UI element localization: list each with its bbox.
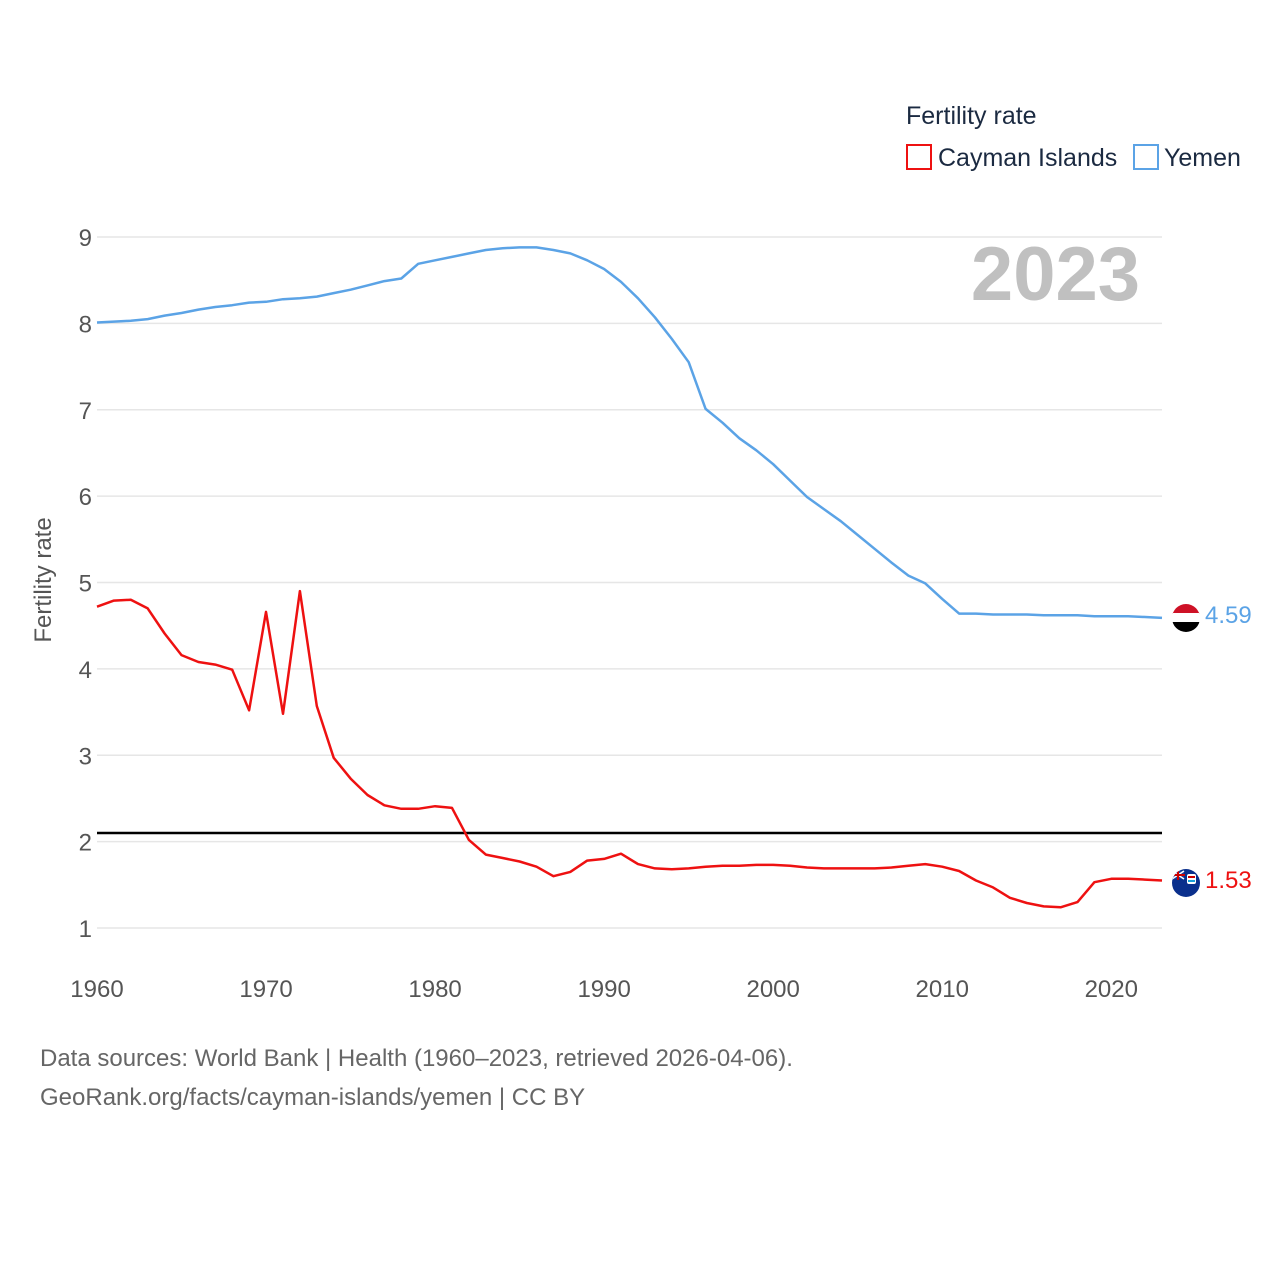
legend-label-cayman-islands: Cayman Islands [938,144,1117,172]
x-tick-label-1990: 1990 [577,976,630,1003]
yemen-flag-icon [1172,604,1200,632]
y-tick-label-2: 2 [79,830,92,857]
y-tick-label-3: 3 [79,743,92,770]
y-axis-ticks: 1 2 3 4 5 6 7 8 9 [79,225,92,943]
legend-item-cayman-islands[interactable]: Cayman Islands [906,144,1117,172]
grid-lines [97,236,1162,929]
y-tick-label-5: 5 [79,571,92,598]
legend-swatch-yemen [1133,144,1159,170]
cayman-islands-flag-icon [1172,869,1200,897]
legend-label-yemen: Yemen [1164,144,1241,172]
x-axis-ticks: 1960 1970 1980 1990 2000 2010 2020 [70,976,1138,1003]
y-tick-label-4: 4 [79,657,92,684]
y-tick-label-7: 7 [79,398,92,425]
x-tick-label-2020: 2020 [1085,976,1138,1003]
y-tick-label-9: 9 [79,225,92,252]
series-line-yemen [96,246,1163,620]
footer-link[interactable]: GeoRank.org/facts/cayman-islands/yemen |… [40,1084,586,1111]
legend-title: Fertility rate [906,102,1037,130]
x-tick-label-1960: 1960 [70,976,123,1003]
x-tick-label-1970: 1970 [239,976,292,1003]
y-tick-label-8: 8 [79,311,92,338]
x-tick-label-1980: 1980 [408,976,461,1003]
end-value-label-yemen: 4.59 [1205,602,1252,629]
legend-swatch-cayman-islands [906,144,932,170]
x-tick-label-2010: 2010 [916,976,969,1003]
y-axis-title: Fertility rate [30,517,57,642]
x-tick-label-2000: 2000 [746,976,799,1003]
series-lines [96,246,1163,909]
series-line-cayman-islands [96,589,1163,909]
year-label: 2023 [971,232,1140,317]
footer-source: Data sources: World Bank | Health (1960–… [40,1045,793,1072]
y-tick-label-6: 6 [79,484,92,511]
y-tick-label-1: 1 [79,916,92,943]
end-value-label-cayman-islands: 1.53 [1205,867,1252,894]
legend-item-yemen[interactable]: Yemen [1133,144,1241,172]
